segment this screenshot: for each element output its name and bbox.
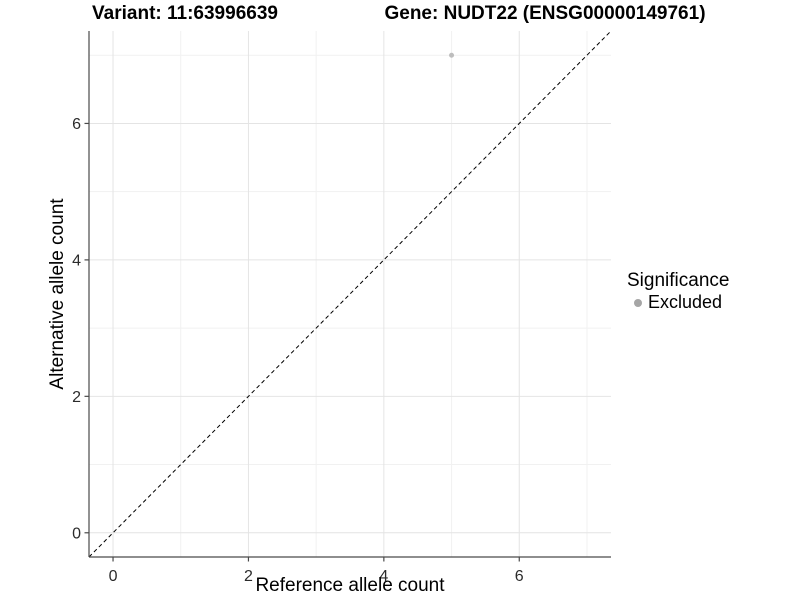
y-tick-label: 0 xyxy=(72,525,81,542)
y-tick-label: 2 xyxy=(72,389,81,406)
gene-title: Gene: NUDT22 (ENSG00000149761) xyxy=(384,3,706,24)
legend-entry-excluded: Excluded xyxy=(627,293,729,312)
legend: Significance Excluded xyxy=(627,270,729,312)
data-point xyxy=(449,52,455,58)
x-tick-label: 6 xyxy=(515,568,524,585)
x-tick-label: 4 xyxy=(379,568,388,585)
x-axis-title: Reference allele count xyxy=(255,575,445,596)
y-tick-label: 4 xyxy=(72,252,81,269)
y-tick-label: 6 xyxy=(72,116,81,133)
legend-entry-label: Excluded xyxy=(648,292,723,312)
identity-dashed-line xyxy=(88,30,612,558)
legend-title: Significance xyxy=(627,270,730,291)
x-tick-label: 0 xyxy=(109,568,118,585)
excluded-point-icon xyxy=(634,298,642,307)
variant-title: Variant: 11:63996639 xyxy=(92,3,278,24)
y-axis-title: Alternative allele count xyxy=(47,198,68,390)
x-tick-label: 2 xyxy=(244,568,253,585)
